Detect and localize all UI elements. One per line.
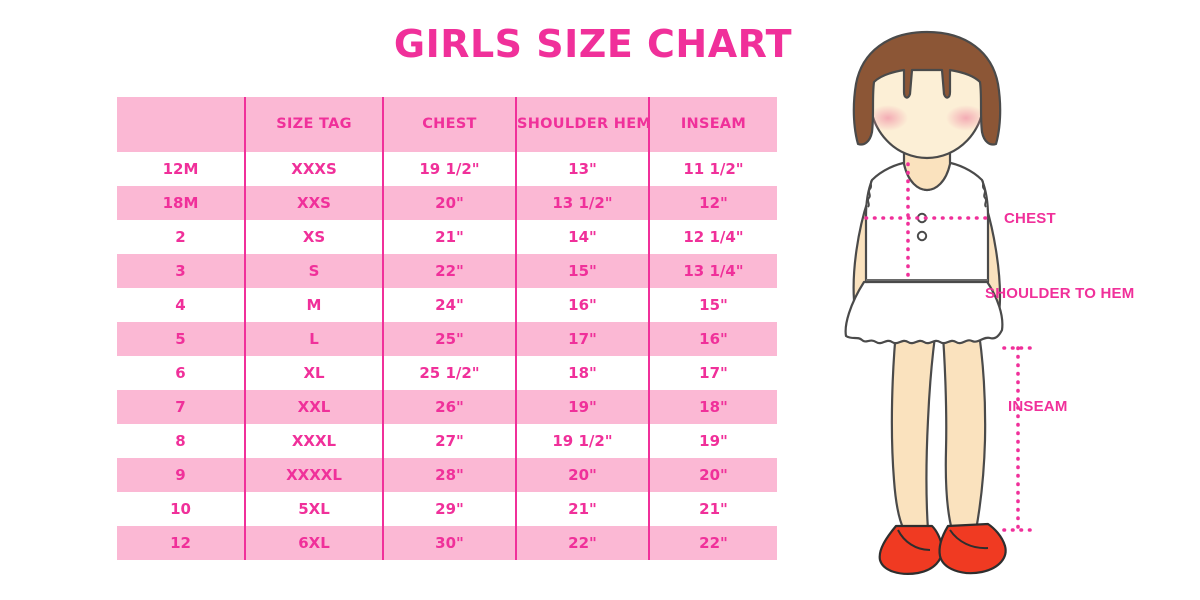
cell-shoulder-hem: 19" xyxy=(516,390,650,424)
cell-size-tag: 6XL xyxy=(245,526,384,560)
cell-size-tag: XXXS xyxy=(245,152,384,186)
cell-inseam: 17" xyxy=(649,356,777,390)
cell-chest: 25 1/2" xyxy=(383,356,517,390)
cell-inseam: 11 1/2" xyxy=(649,152,777,186)
cell-size-tag: 5XL xyxy=(245,492,384,526)
figure-head xyxy=(852,30,1002,160)
cell-size-tag: XL xyxy=(245,356,384,390)
cell-inseam: 15" xyxy=(649,288,777,322)
table-row: 8 XXXL 27" 19 1/2" 19" xyxy=(117,424,777,458)
blush-left xyxy=(868,105,908,131)
column-header-shoulder-hem: SHOULDER HEM xyxy=(516,97,651,152)
cell-shoulder-hem: 16" xyxy=(516,288,650,322)
cell-inseam: 13 1/4" xyxy=(649,254,777,288)
table-row: 12 6XL 30" 22" 22" xyxy=(117,526,777,560)
cell-size-tag: L xyxy=(245,322,384,356)
cell-chest: 25" xyxy=(383,322,517,356)
cell-size-tag: XXL xyxy=(245,390,384,424)
table-body: 12M XXXS 19 1/2" 13" 11 1/2" 18M XXS 20" 13 1/2"… xyxy=(117,152,777,560)
cell-size: 7 xyxy=(117,390,246,424)
cell-inseam: 19" xyxy=(649,424,777,458)
cell-size: 8 xyxy=(117,424,246,458)
column-header-size-tag: SIZE TAG xyxy=(245,97,384,152)
table-row: 10 5XL 29" 21" 21" xyxy=(117,492,777,526)
cell-size: 4 xyxy=(117,288,246,322)
girl-figure-illustration xyxy=(800,30,1200,590)
cell-shoulder-hem: 14" xyxy=(516,220,650,254)
table-row: 3 S 22" 15" 13 1/4" xyxy=(117,254,777,288)
table-row: 9 XXXXL 28" 20" 20" xyxy=(117,458,777,492)
cell-size: 12 xyxy=(117,526,246,560)
cell-shoulder-hem: 19 1/2" xyxy=(516,424,650,458)
cell-size: 9 xyxy=(117,458,246,492)
cell-shoulder-hem: 21" xyxy=(516,492,650,526)
cell-chest: 24" xyxy=(383,288,517,322)
table-row: 2 XS 21" 14" 12 1/4" xyxy=(117,220,777,254)
cell-size-tag: M xyxy=(245,288,384,322)
cell-inseam: 12 1/4" xyxy=(649,220,777,254)
cell-size: 12M xyxy=(117,152,246,186)
cell-chest: 29" xyxy=(383,492,517,526)
cell-size-tag: XS xyxy=(245,220,384,254)
page-title-text: GIRLS SIZE CHART xyxy=(393,22,793,66)
label-inseam: INSEAM xyxy=(1008,398,1068,415)
blush-right xyxy=(946,105,986,131)
cell-chest: 19 1/2" xyxy=(383,152,517,186)
column-header-size xyxy=(117,97,246,152)
cell-chest: 26" xyxy=(383,390,517,424)
table-row: 12M XXXS 19 1/2" 13" 11 1/2" xyxy=(117,152,777,186)
figure-skirt xyxy=(844,278,1004,345)
table-row: 18M XXS 20" 13 1/2" 12" xyxy=(117,186,777,220)
page-title: GIRLS SIZE CHART xyxy=(0,22,1200,66)
cell-size: 10 xyxy=(117,492,246,526)
size-chart-table: SIZE TAG CHEST SHOULDER HEM INSEAM 12M XX… xyxy=(117,97,777,560)
cell-inseam: 12" xyxy=(649,186,777,220)
figure-shoes xyxy=(878,522,1007,575)
cell-size-tag: XXXXL xyxy=(245,458,384,492)
cell-shoulder-hem: 17" xyxy=(516,322,650,356)
cell-shoulder-hem: 13" xyxy=(516,152,650,186)
cell-inseam: 18" xyxy=(649,390,777,424)
table-row: 5 L 25" 17" 16" xyxy=(117,322,777,356)
button-lower-icon xyxy=(916,230,928,242)
cell-chest: 21" xyxy=(383,220,517,254)
cell-size-tag: XXXL xyxy=(245,424,384,458)
column-header-inseam: INSEAM xyxy=(649,97,777,152)
cell-size-tag: XXS xyxy=(245,186,384,220)
cell-size: 6 xyxy=(117,356,246,390)
cell-inseam: 16" xyxy=(649,322,777,356)
cell-size: 3 xyxy=(117,254,246,288)
label-chest: CHEST xyxy=(1004,210,1056,227)
cell-inseam: 20" xyxy=(649,458,777,492)
column-header-chest: CHEST xyxy=(383,97,517,152)
cell-inseam: 21" xyxy=(649,492,777,526)
table-row: 4 M 24" 16" 15" xyxy=(117,288,777,322)
table-header: SIZE TAG CHEST SHOULDER HEM INSEAM xyxy=(117,97,777,152)
cell-chest: 27" xyxy=(383,424,517,458)
cell-chest: 30" xyxy=(383,526,517,560)
figure-legs xyxy=(890,318,987,532)
cell-shoulder-hem: 22" xyxy=(516,526,650,560)
size-chart-table-container: SIZE TAG CHEST SHOULDER HEM INSEAM 12M XX… xyxy=(117,97,777,560)
table-row: 6 XL 25 1/2" 18" 17" xyxy=(117,356,777,390)
cell-size: 2 xyxy=(117,220,246,254)
label-shoulder-to-hem: SHOULDER TO HEM xyxy=(985,285,1135,302)
cell-size-tag: S xyxy=(245,254,384,288)
cell-chest: 22" xyxy=(383,254,517,288)
cell-shoulder-hem: 15" xyxy=(516,254,650,288)
cell-shoulder-hem: 20" xyxy=(516,458,650,492)
cell-chest: 20" xyxy=(383,186,517,220)
measurement-guides xyxy=(864,162,1034,532)
table-row: 7 XXL 26" 19" 18" xyxy=(117,390,777,424)
cell-inseam: 22" xyxy=(649,526,777,560)
cell-chest: 28" xyxy=(383,458,517,492)
cell-shoulder-hem: 18" xyxy=(516,356,650,390)
cell-size: 5 xyxy=(117,322,246,356)
cell-size: 18M xyxy=(117,186,246,220)
table-header-row: SIZE TAG CHEST SHOULDER HEM INSEAM xyxy=(117,97,777,152)
cell-shoulder-hem: 13 1/2" xyxy=(516,186,650,220)
